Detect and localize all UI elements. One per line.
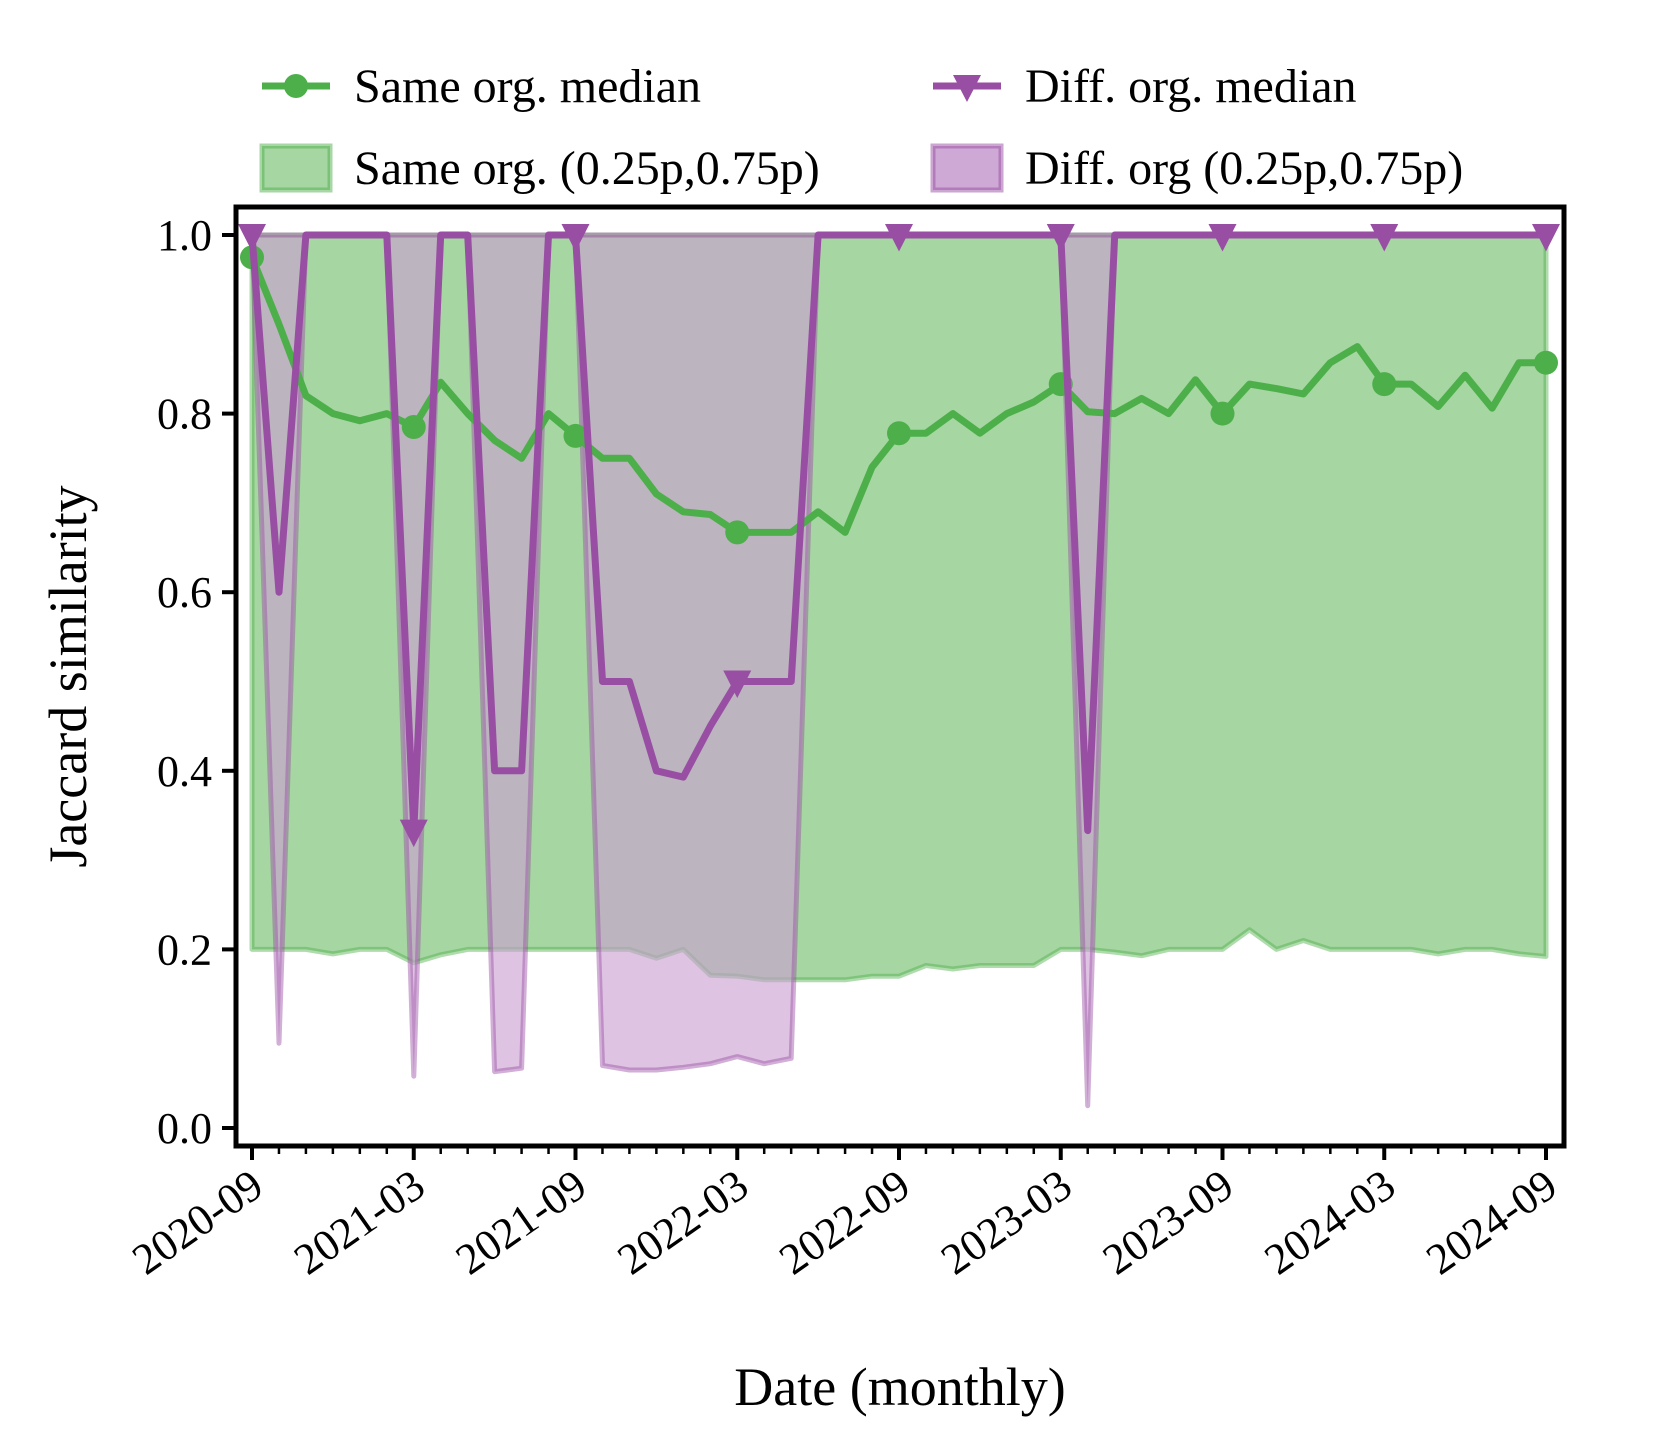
x-axis-label: Date (monthly) bbox=[734, 1357, 1065, 1417]
legend-band-handle bbox=[259, 143, 333, 193]
y-tick-label: 0.0 bbox=[157, 1104, 212, 1153]
diff-org-median-point bbox=[885, 224, 913, 252]
plot-area bbox=[238, 224, 1560, 1109]
legend-label: Diff. org (0.25p,0.75p) bbox=[1025, 142, 1463, 195]
diff-org-median-point bbox=[399, 819, 428, 848]
diff-org-median-point bbox=[238, 224, 266, 252]
legend-band-handle bbox=[930, 143, 1004, 193]
diff-org-median-point bbox=[1046, 224, 1075, 252]
y-tick-label: 0.2 bbox=[157, 925, 212, 974]
legend: Same org. median Diff. org. median Same or… bbox=[259, 60, 1463, 195]
same-org-median-point bbox=[401, 414, 426, 439]
same-org-median-point bbox=[1534, 350, 1558, 375]
y-tick-label: 0.8 bbox=[157, 390, 212, 439]
diff-org-median-point bbox=[561, 224, 590, 252]
same-org-median-point bbox=[563, 423, 588, 448]
same-org-median-point bbox=[725, 520, 750, 545]
legend-label: Same org. median bbox=[354, 60, 701, 113]
legend-label: Diff. org. median bbox=[1025, 60, 1357, 113]
legend-label: Same org. (0.25p,0.75p) bbox=[354, 142, 820, 195]
legend-marker bbox=[953, 75, 981, 102]
diff-org-median-point bbox=[1532, 224, 1560, 252]
legend-marker bbox=[284, 74, 308, 98]
same-org-median-point bbox=[1210, 401, 1235, 426]
diff-org-median-point bbox=[1208, 224, 1237, 252]
y-tick-label: 1.0 bbox=[157, 211, 212, 260]
same-org-median-point bbox=[887, 421, 911, 446]
diff-org-median-point bbox=[723, 670, 752, 698]
diff-org-median-point bbox=[1370, 224, 1399, 252]
same-org-median-point bbox=[1372, 372, 1397, 397]
y-tick-label: 0.4 bbox=[157, 747, 212, 796]
y-axis-label: Jaccard similarity bbox=[38, 485, 98, 867]
y-tick-label: 0.6 bbox=[157, 568, 212, 617]
